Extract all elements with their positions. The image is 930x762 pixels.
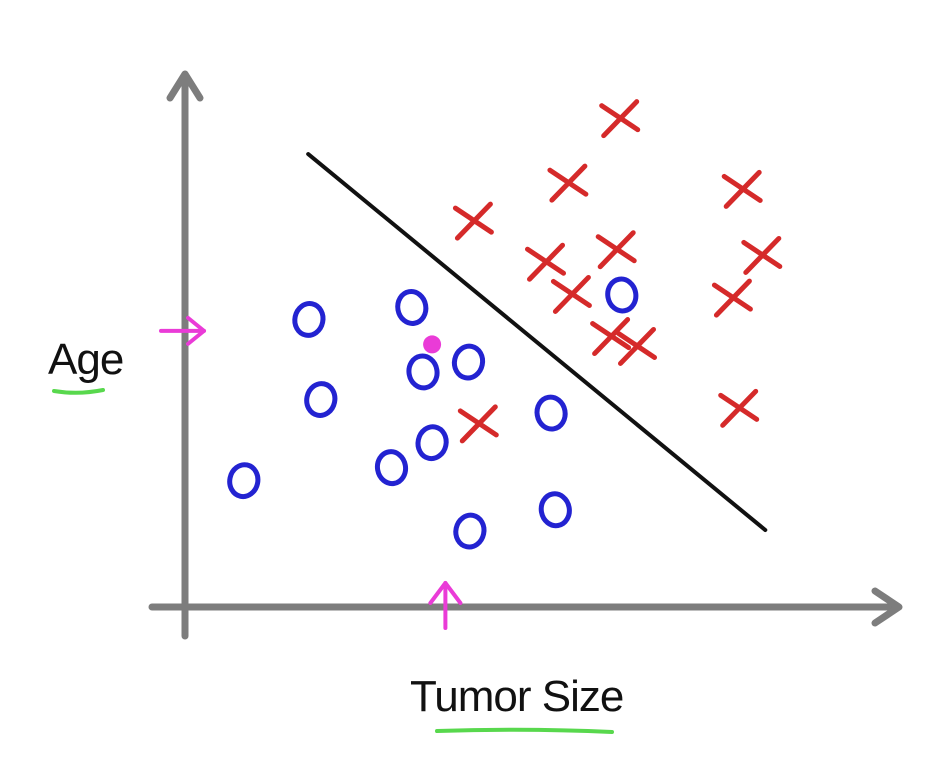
positive-point-mark xyxy=(547,163,589,203)
positive-point-mark xyxy=(452,201,494,241)
negative-point-mark xyxy=(415,424,449,462)
y-axis-arrowhead xyxy=(166,70,204,102)
negative-point-mark xyxy=(374,449,409,487)
positive-point-mark xyxy=(721,169,763,209)
positive-point-mark xyxy=(711,278,753,318)
positive-point-mark xyxy=(718,388,760,428)
y-axis-label: Age xyxy=(48,335,124,384)
age-label-underline xyxy=(52,388,105,395)
negative-point-mark xyxy=(451,343,486,381)
positive-point-mark xyxy=(525,242,566,282)
x-axis-marker-arrow xyxy=(428,581,463,630)
positive-class-points xyxy=(452,99,783,444)
x-axis-label: Tumor Size xyxy=(410,672,624,721)
positive-point-mark xyxy=(550,274,592,314)
negative-point-mark xyxy=(538,491,572,529)
positive-point-mark xyxy=(595,230,637,270)
negative-point-mark xyxy=(304,381,338,418)
axes xyxy=(148,70,903,640)
positive-point-mark xyxy=(590,317,632,357)
negative-point-mark xyxy=(453,512,487,550)
negative-point-mark xyxy=(395,289,429,326)
x-axis-arrowhead xyxy=(871,587,903,627)
negative-point-mark xyxy=(406,353,440,391)
positive-point-mark xyxy=(616,326,657,366)
new-sample-point xyxy=(423,335,442,354)
positive-point-mark xyxy=(457,404,499,444)
negative-point-mark xyxy=(605,276,639,314)
positive-point-mark xyxy=(599,99,641,139)
negative-point-mark xyxy=(534,394,568,432)
negative-point-mark xyxy=(227,462,261,500)
negative-class-points xyxy=(227,276,639,550)
negative-point-mark xyxy=(292,301,326,338)
decision-boundary-line xyxy=(306,152,768,533)
tumor-size-label-underline xyxy=(435,727,614,734)
positive-point-mark xyxy=(741,235,783,275)
y-axis-marker-arrow xyxy=(159,315,206,346)
